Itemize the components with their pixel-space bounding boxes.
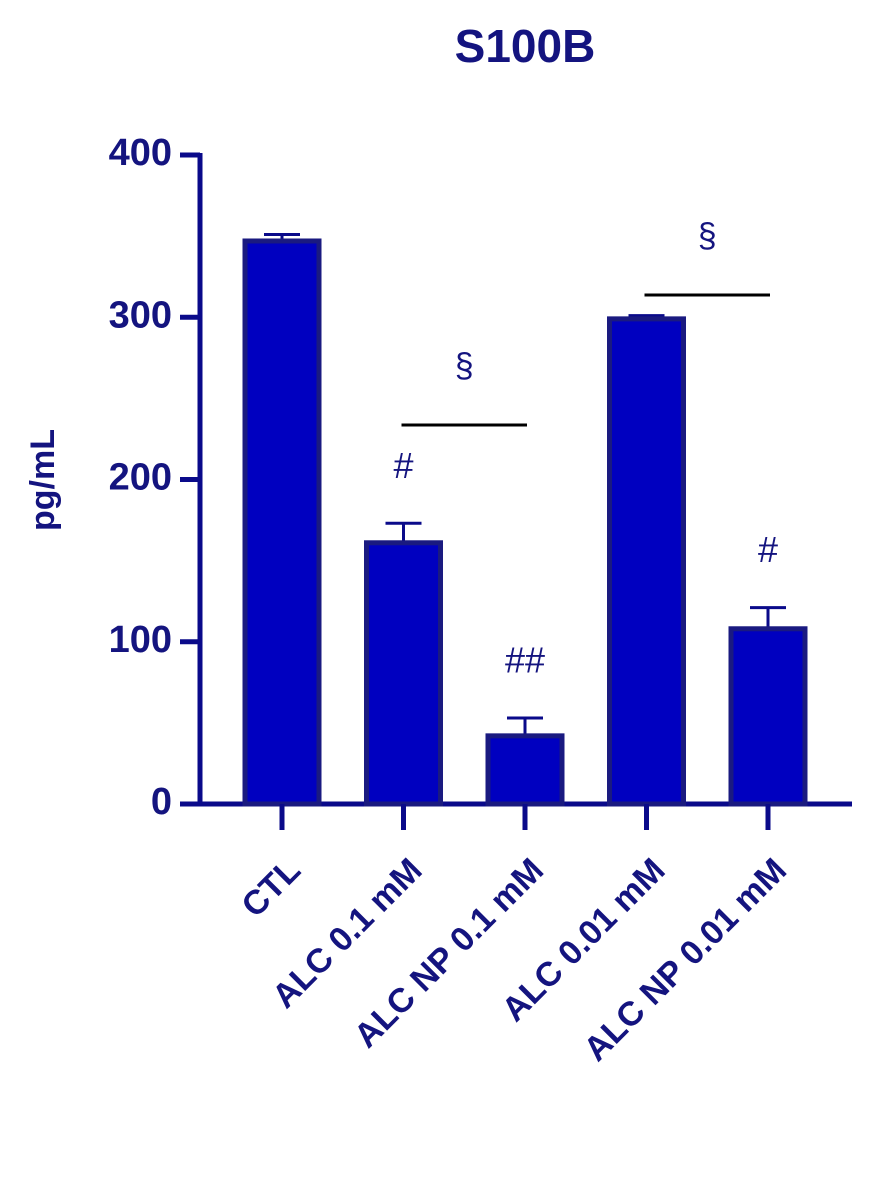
significance-marker: #: [758, 529, 778, 570]
x-tick-label: CTL: [234, 851, 308, 925]
bar: [728, 626, 808, 807]
bracket-label: §: [698, 217, 717, 255]
y-tick-label: 0: [151, 781, 172, 823]
y-tick-label: 200: [109, 457, 172, 499]
y-tick-label: 300: [109, 294, 172, 336]
y-tick-label: 400: [109, 132, 172, 174]
bar: [242, 238, 322, 807]
y-axis-label: pg/mL: [24, 429, 62, 531]
chart-title: S100B: [455, 20, 596, 72]
bar: [485, 733, 565, 807]
y-tick-label: 100: [109, 619, 172, 661]
significance-marker: #: [393, 445, 413, 486]
x-tick-label: ALC NP 0.01 mM: [577, 851, 794, 1068]
bracket-label: §: [455, 347, 474, 385]
bar: [364, 540, 443, 807]
bar: [607, 316, 686, 807]
significance-marker: ##: [505, 640, 545, 681]
